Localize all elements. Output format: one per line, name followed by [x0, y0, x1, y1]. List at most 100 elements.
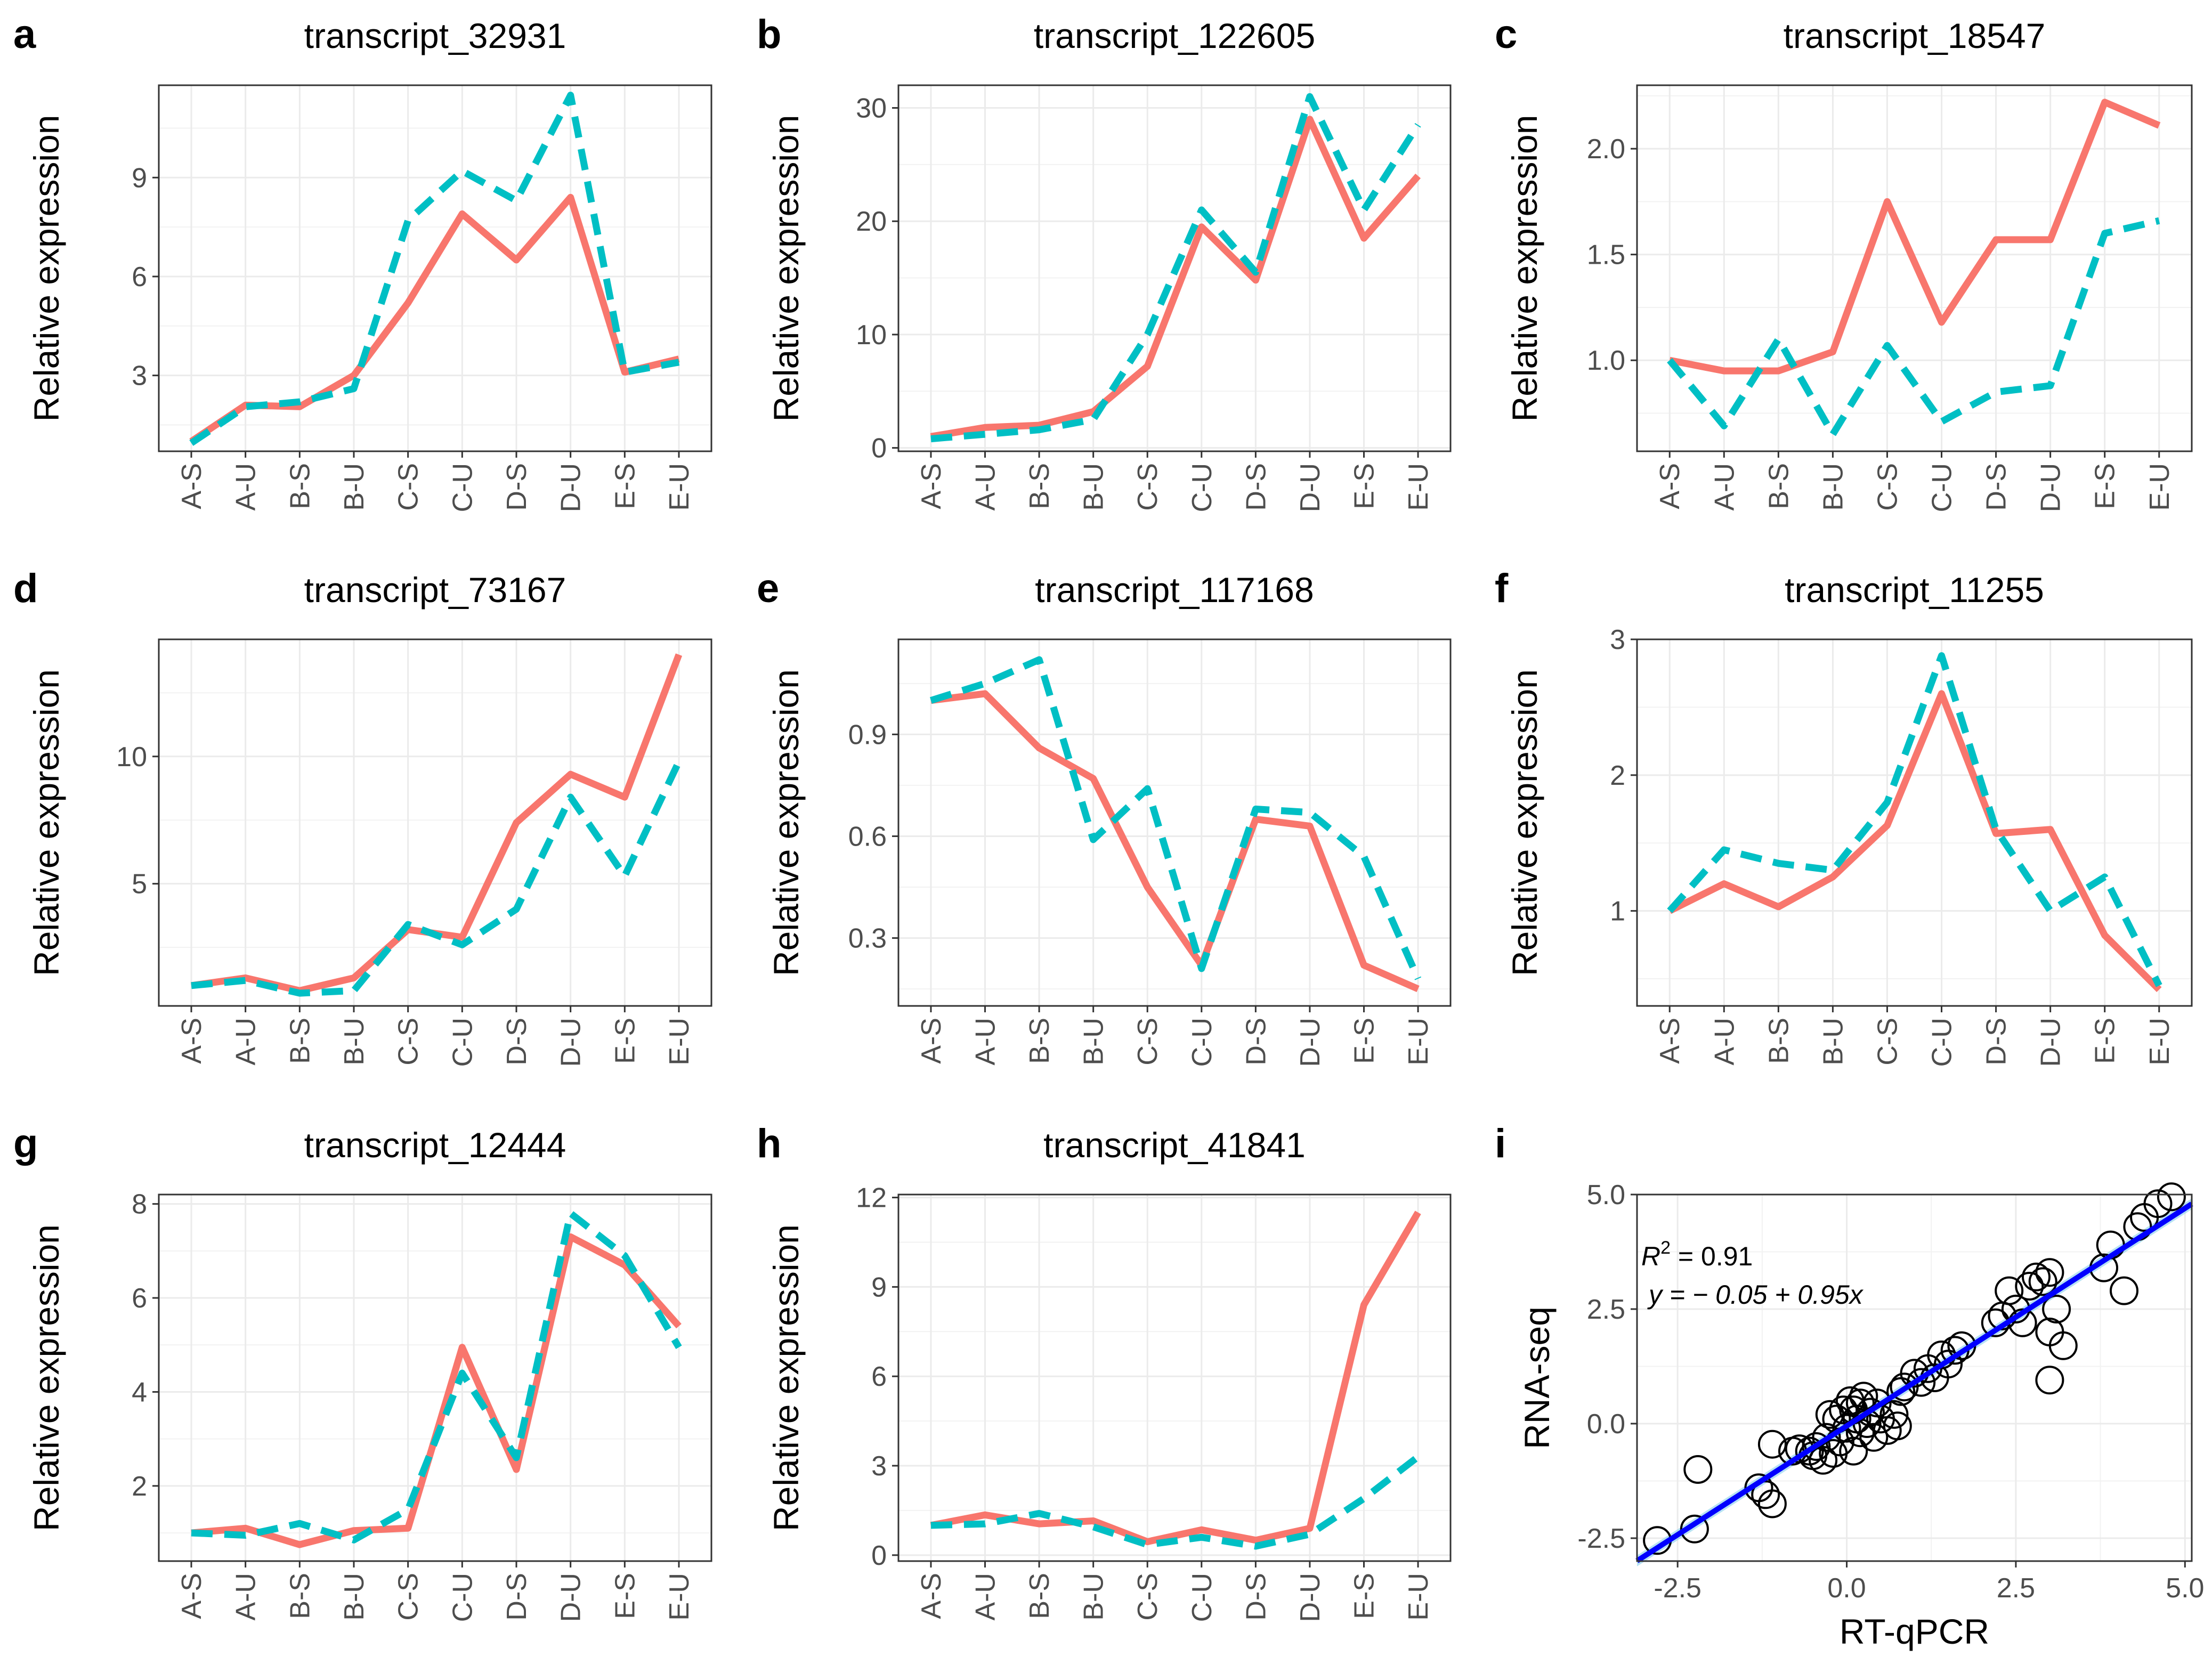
y-axis-title: Relative expression: [1505, 669, 1544, 976]
x-tick-label: C-S: [1132, 1018, 1163, 1066]
y-axis-title: Relative expression: [27, 115, 66, 422]
x-tick-label: E-S: [1349, 463, 1380, 509]
series-line-rt-qpcr: [1667, 217, 2160, 438]
panel-letter: c: [1495, 12, 1517, 57]
panel-i: i -2.5 0.0 2.5 5.0 -2.5 0.0 2.5 5.0 R2 = 0.91 y = …: [1495, 1121, 2204, 1651]
x-tick-label: E-S: [1349, 1573, 1380, 1619]
x-tick-label: E-U: [1403, 463, 1434, 511]
panel-g: g 2 4 6 8 A-S A-U B-S B-U C-S C-U D-S D-U E-S E-U trans…: [13, 1121, 712, 1622]
scatter-point: [2015, 1272, 2044, 1301]
x-tick-label: E-U: [664, 463, 695, 511]
scatter-point: [1879, 1400, 1909, 1429]
x-tick-label: A-U: [231, 1018, 262, 1066]
x-tick-label: D-S: [1241, 1573, 1271, 1621]
y-axis-title: Relative expression: [766, 115, 806, 422]
x-tick-label: C-S: [393, 463, 424, 511]
series-line-rna-seq: [1668, 690, 2162, 993]
y-tick-label: 2: [1610, 760, 1625, 791]
x-tick-label: E-U: [2144, 463, 2175, 511]
scatter-point: [1859, 1423, 1889, 1452]
scatter-point: [2042, 1295, 2071, 1323]
fit-line: [1635, 1201, 2193, 1563]
y-tick-label: 0.3: [848, 923, 887, 954]
panel-letter: b: [757, 12, 781, 57]
panel-border: [158, 638, 712, 1007]
x-tick-label: C-S: [1132, 1573, 1163, 1621]
series-line-rt-qpcr: [189, 92, 680, 446]
series-line-rna-seq: [930, 690, 1420, 993]
x-tick-label: D-U: [556, 1573, 587, 1622]
x-tick-label: D-S: [501, 1573, 532, 1621]
panel-d: d 5 10 A-S A-U B-S B-U C-S C-U D-S D-U E-S E-U transc…: [13, 566, 712, 1067]
panel-h: h 0 3 6 9 12 A-S A-U B-S B-U C-S C-U D-S D-U E-S E-U tra…: [757, 1121, 1452, 1622]
x-tick-label: A-U: [231, 463, 262, 511]
y-tick-label: 0: [871, 433, 887, 464]
x-tick-label: B-S: [285, 1018, 315, 1064]
series-line-rt-qpcr: [930, 93, 1421, 443]
x-tick-label: B-S: [1763, 1018, 1794, 1064]
x-tick-label: C-S: [393, 1018, 424, 1066]
x-tick-label: B-U: [1079, 463, 1109, 511]
regression-equation: y = − 0.05 + 0.95x: [1647, 1280, 1864, 1310]
x-tick-label: B-U: [339, 1573, 370, 1621]
x-tick-label: A-S: [176, 463, 207, 509]
y-tick-label: 1: [1610, 896, 1625, 927]
y-axis-title: Relative expression: [27, 1224, 66, 1531]
scatter-point: [1812, 1423, 1841, 1452]
panel-letter: f: [1495, 566, 1509, 611]
x-tick-label: E-S: [610, 1018, 641, 1064]
x-tick-label: A-U: [970, 1573, 1001, 1621]
panel-f: f 1 2 3 A-S A-U B-S B-U C-S C-U D-S D-U E-S E-U transc…: [1495, 566, 2193, 1067]
y-axis-title: Relative expression: [1505, 115, 1544, 422]
y-tick-label: 5.0: [1587, 1180, 1625, 1211]
panel-title: transcript_12444: [304, 1125, 566, 1165]
x-tick-label: D-S: [1241, 463, 1271, 511]
panel-letter: d: [13, 566, 38, 611]
x-tick-label: E-S: [1349, 1018, 1380, 1064]
panel-border: [158, 84, 712, 452]
scatter-point: [2157, 1182, 2186, 1212]
panel-title: transcript_32931: [304, 16, 566, 55]
x-tick-label: E-U: [1403, 1573, 1434, 1621]
y-tick-label: 0.6: [848, 821, 887, 852]
panel-title: transcript_122605: [1034, 16, 1315, 55]
x-tick-label: D-U: [556, 463, 587, 512]
x-tick-label: A-S: [1655, 463, 1686, 509]
x-tick-label: 2.5: [1997, 1573, 2035, 1604]
y-tick-label: 2.0: [1587, 134, 1625, 165]
x-tick-label: B-U: [339, 463, 370, 511]
panel-title: transcript_73167: [304, 570, 566, 610]
x-tick-label: C-U: [1927, 1018, 1958, 1067]
scatter-point: [1683, 1455, 1713, 1484]
x-tick-label: A-U: [231, 1573, 262, 1621]
panel-border: [897, 84, 1452, 452]
x-tick-label: D-U: [1295, 1018, 1326, 1067]
panel-e: e 0.3 0.6 0.9 A-S A-U B-S B-U C-S C-U D-S D-U E-S E-U…: [757, 566, 1452, 1067]
scatter-point: [1757, 1429, 1787, 1459]
y-tick-label: 8: [132, 1189, 147, 1220]
x-tick-label: A-S: [916, 463, 947, 509]
scatter-point: [1802, 1432, 1831, 1461]
y-tick-label: 1.0: [1587, 345, 1625, 376]
x-tick-label: E-U: [2144, 1018, 2175, 1066]
x-tick-label: B-U: [1079, 1573, 1109, 1621]
panel-a: a 3 6 9 A-S A-U B-S B-U C-S C-U D-S D-U E-S E-U transc…: [13, 12, 712, 512]
x-tick-label: A-U: [1709, 1018, 1740, 1066]
x-tick-label: 5.0: [2166, 1573, 2204, 1604]
panel-letter: g: [13, 1121, 38, 1166]
scatter-point: [2143, 1189, 2173, 1219]
x-tick-label: B-S: [1024, 463, 1055, 509]
x-tick-label: B-U: [1818, 463, 1849, 511]
x-tick-label: A-S: [916, 1573, 947, 1619]
y-tick-label: -2.5: [1577, 1523, 1625, 1554]
scatter-point: [2035, 1258, 2064, 1287]
x-tick-label: B-S: [1763, 463, 1794, 509]
panel-title: transcript_11255: [1785, 570, 2044, 610]
y-axis-title: Relative expression: [766, 1224, 806, 1531]
scatter-point: [1995, 1276, 2024, 1305]
x-tick-label: A-S: [916, 1018, 947, 1064]
scatter-point: [1809, 1445, 1838, 1475]
x-tick-label: D-U: [2036, 463, 2067, 512]
panel-title: transcript_41841: [1043, 1125, 1306, 1165]
